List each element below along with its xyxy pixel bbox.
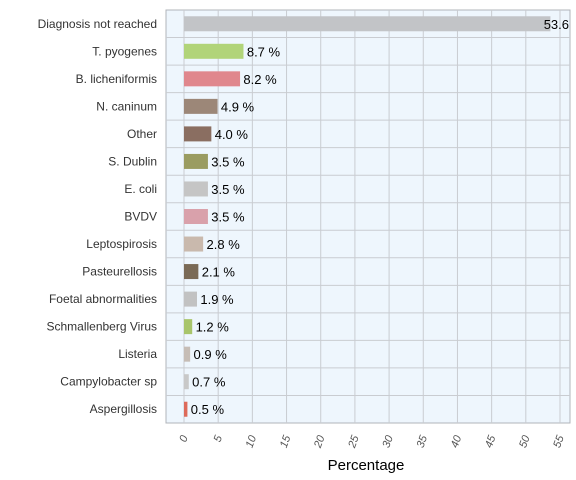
bar [184,209,208,224]
x-axis-title: Percentage [328,457,405,474]
category-label: Listeria [118,347,157,361]
x-tick-label: 45 [483,433,499,449]
data-label: 3.5 % [211,182,245,197]
category-label: N. caninum [96,99,157,113]
x-tick-label: 15 [278,433,294,449]
category-labels: Diagnosis not reached T. pyogenes B. liche… [38,17,158,416]
value-labels: 53.6 8.7 % 8.2 % 4.9 % 4.0 % 3.5 % 3.5 % 3.5 % 2… [191,17,569,417]
bar [184,374,189,390]
category-label: Diagnosis not reached [38,17,157,31]
x-tick-label: 30 [380,433,396,449]
category-label: Leptospirosis [86,237,157,251]
x-tick-labels: 0 5 10 15 20 25 30 35 40 45 50 55 [177,433,567,450]
x-tick-label: 40 [449,433,465,449]
bar [184,346,191,362]
category-label: Schmallenberg Virus [46,320,157,334]
data-label: 4.0 % [215,127,249,142]
x-tick-label: 0 [177,433,191,444]
data-label: 3.5 % [211,154,245,169]
category-label: Other [127,127,157,141]
category-label: Campylobacter sp [60,375,157,389]
bar [184,236,204,252]
category-label: Pasteurellosis [82,265,157,279]
bar [184,98,218,114]
bar [184,181,208,197]
x-tick-label: 55 [551,433,567,449]
bar [184,43,244,59]
x-tick-label: 35 [415,433,431,449]
data-label: 0.7 % [192,375,226,390]
x-tick-label: 20 [312,433,328,450]
category-label: Foetal abnormalities [49,292,157,306]
bar [184,264,199,280]
category-label: T. pyogenes [92,44,157,58]
bar [184,319,193,335]
data-label: 2.8 % [207,237,241,252]
data-label: 3.5 % [211,210,245,225]
bar [184,291,197,307]
data-label: 8.2 % [243,72,277,87]
data-label: 4.9 % [221,99,255,114]
bar [184,126,212,142]
category-label: BVDV [124,210,157,224]
bar [184,16,551,32]
category-label: E. coli [124,182,157,196]
x-tick-label: 25 [346,433,362,450]
bars [184,16,551,417]
x-tick-label: 5 [212,433,226,444]
category-label: S. Dublin [108,154,157,168]
data-label: 8.7 % [247,44,281,59]
bar [184,153,208,169]
data-label: 2.1 % [202,265,236,280]
bar [184,401,188,417]
x-tick-label: 10 [244,433,260,449]
bar [184,71,241,87]
category-label: B. licheniformis [76,72,157,86]
category-label: Aspergillosis [90,402,157,416]
x-tick-label: 50 [517,433,533,449]
data-label: 0.5 % [191,402,225,417]
data-label: 1.9 % [200,292,234,307]
data-label: 0.9 % [194,347,228,362]
data-label: 1.2 % [196,320,230,335]
data-label: 53.6 [544,17,569,32]
